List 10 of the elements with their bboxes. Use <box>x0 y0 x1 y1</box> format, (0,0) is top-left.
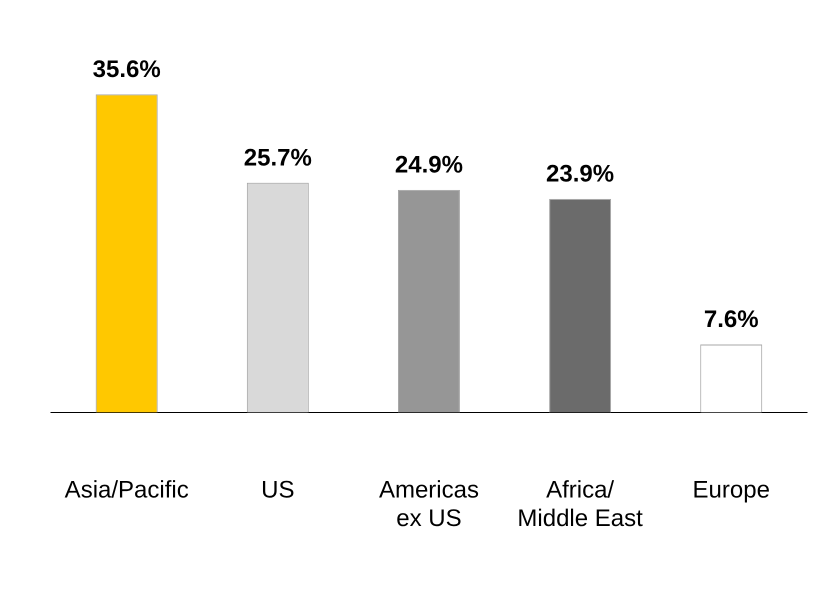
x-tick-label: US <box>261 476 294 504</box>
data-label: 23.9% <box>546 160 614 188</box>
data-label: 25.7% <box>244 144 312 172</box>
x-tick-label: Europe <box>692 476 770 504</box>
x-tick-label: Americas ex US <box>378 476 479 532</box>
data-label: 7.6% <box>704 306 759 334</box>
data-label: 24.9% <box>394 152 463 179</box>
data-label: 35.6% <box>92 56 161 83</box>
x-tick-label: Asia/Pacific <box>64 476 189 504</box>
x-tick-label: Africa/ Middle East <box>517 476 644 532</box>
